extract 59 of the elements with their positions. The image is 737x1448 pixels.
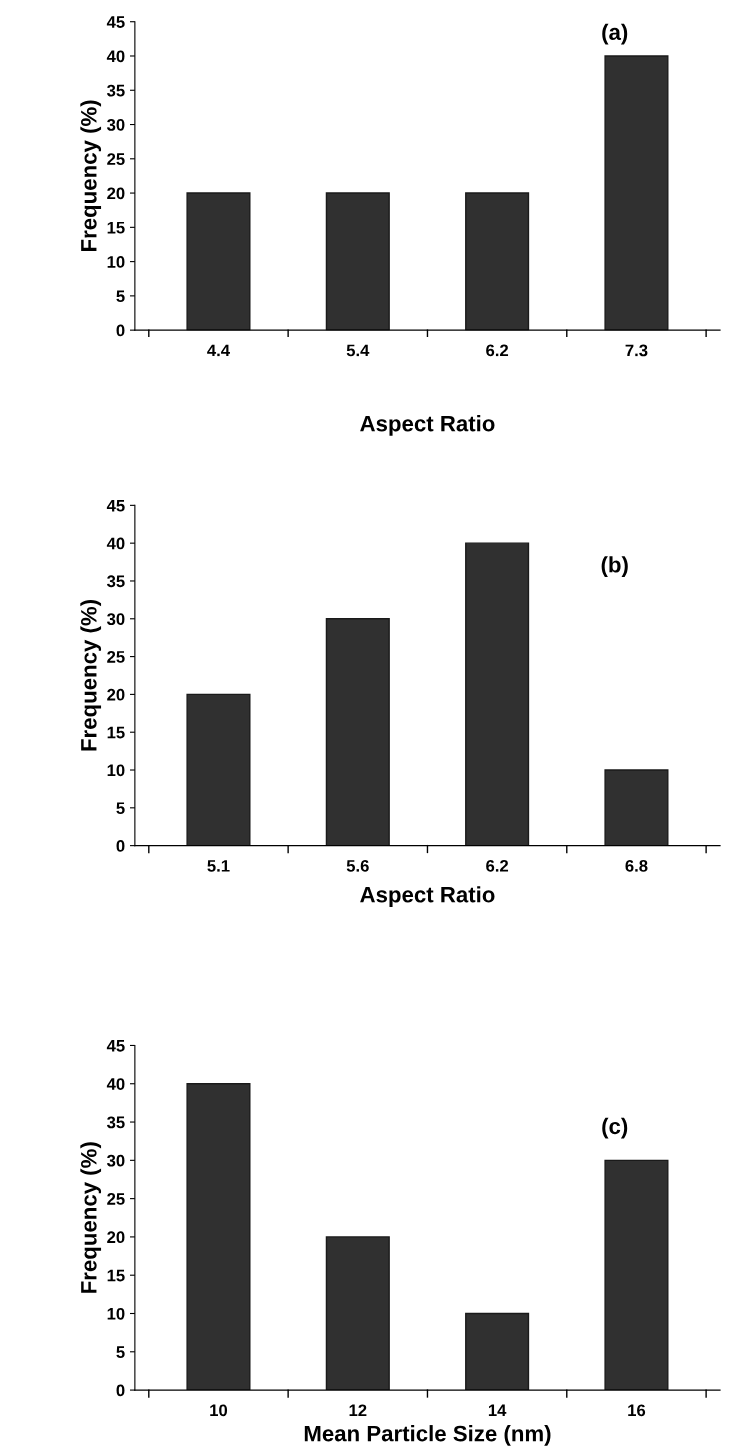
x-tick-label: 4.4 [207, 344, 230, 357]
y-tick-label: 30 [107, 613, 125, 626]
x-tick-label: 6.2 [486, 344, 509, 357]
annotation: (b) [601, 556, 628, 577]
y-tick-label: 0 [116, 840, 125, 852]
x-axis-title: Aspect Ratio [360, 886, 495, 907]
y-tick-label: 25 [107, 650, 125, 663]
x-tick-label: 12 [349, 1404, 367, 1417]
y-tick-label: 0 [116, 1384, 125, 1397]
y-axis-title: Frequency (%) [80, 600, 102, 751]
annotation: (a) [602, 23, 628, 45]
bar [186, 1083, 251, 1391]
y-tick-label: 45 [106, 16, 125, 28]
bar [325, 618, 390, 846]
y-tick-label: 45 [106, 499, 125, 512]
x-tick-label: 10 [210, 1404, 228, 1417]
y-tick-label: 30 [107, 1154, 125, 1167]
bar [325, 1236, 390, 1391]
y-tick-label: 25 [107, 1193, 125, 1205]
y-tick-label: 0 [116, 324, 125, 337]
annotation: (c) [602, 1117, 628, 1139]
y-tick-label: 5 [116, 1346, 125, 1358]
x-axis-title: Mean Particle Size (nm) [304, 1425, 551, 1446]
x-tick-label: 5.4 [346, 344, 370, 357]
y-tick-label: 10 [107, 256, 125, 268]
y-tick-label: 15 [107, 221, 125, 234]
y-tick-label: 30 [107, 118, 125, 131]
y-tick-label: 25 [107, 153, 125, 165]
x-tick-label: 14 [488, 1404, 507, 1417]
y-tick-label: 40 [106, 1078, 125, 1090]
bar [465, 542, 530, 846]
x-axis-title: Aspect Ratio [360, 415, 495, 436]
y-axis-title: Frequency (%) [80, 100, 102, 251]
y-tick-label: 45 [106, 1040, 125, 1052]
y-tick-label: 35 [107, 575, 125, 588]
y-tick-label: 10 [107, 1307, 125, 1320]
bar [604, 769, 669, 846]
x-tick-label: 5.6 [346, 859, 369, 872]
bar [465, 1312, 530, 1391]
y-tick-label: 35 [107, 84, 125, 97]
x-tick-label: 16 [628, 1404, 646, 1417]
bar [186, 693, 251, 846]
y-tick-label: 20 [107, 688, 125, 701]
x-tick-label: 5.1 [207, 860, 230, 872]
x-tick-label: 6.8 [625, 859, 648, 872]
bar [604, 1159, 669, 1391]
y-tick-label: 20 [107, 1231, 125, 1244]
y-tick-label: 40 [106, 50, 125, 63]
y-tick-label: 10 [107, 764, 125, 777]
x-tick-label: 7.3 [625, 344, 648, 357]
y-tick-label: 40 [106, 537, 125, 550]
y-axis-title: Frequency (%) [80, 1142, 102, 1293]
y-tick-label: 35 [107, 1116, 125, 1129]
y-tick-label: 15 [107, 1269, 125, 1282]
y-tick-label: 5 [116, 802, 125, 815]
x-tick-label: 6.2 [486, 859, 509, 872]
y-tick-label: 5 [116, 290, 125, 303]
y-tick-label: 20 [107, 187, 125, 200]
y-tick-label: 15 [107, 726, 125, 739]
